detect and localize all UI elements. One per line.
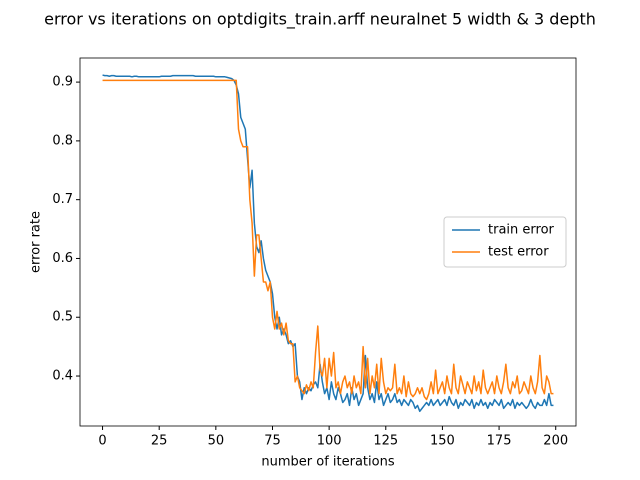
y-tick-label: 0.5 [52, 310, 73, 325]
x-tick-label: 75 [264, 434, 281, 449]
x-tick-label: 175 [487, 434, 512, 449]
x-tick-label: 0 [98, 434, 106, 449]
x-tick-label: 200 [543, 434, 568, 449]
x-tick-label: 25 [151, 434, 168, 449]
x-tick-label: 150 [430, 434, 455, 449]
y-tick-label: 0.9 [52, 75, 73, 90]
y-tick-label: 0.7 [52, 192, 73, 207]
y-tick-label: 0.4 [52, 369, 73, 384]
line [102, 79, 554, 401]
line [102, 74, 554, 413]
legend-label: train error [488, 223, 555, 238]
legend-label: test error [488, 245, 549, 260]
plot-frame [79, 57, 577, 427]
y-tick-label: 0.6 [52, 251, 73, 266]
x-axis-label: number of iterations [261, 455, 394, 470]
x-tick-label: 50 [208, 434, 225, 449]
x-tick-label: 100 [317, 434, 342, 449]
chart-title: error vs iterations on optdigits_train.a… [44, 10, 596, 30]
y-tick-label: 0.8 [52, 133, 73, 148]
x-tick-label: 125 [373, 434, 398, 449]
y-axis-label: error rate [29, 211, 44, 273]
